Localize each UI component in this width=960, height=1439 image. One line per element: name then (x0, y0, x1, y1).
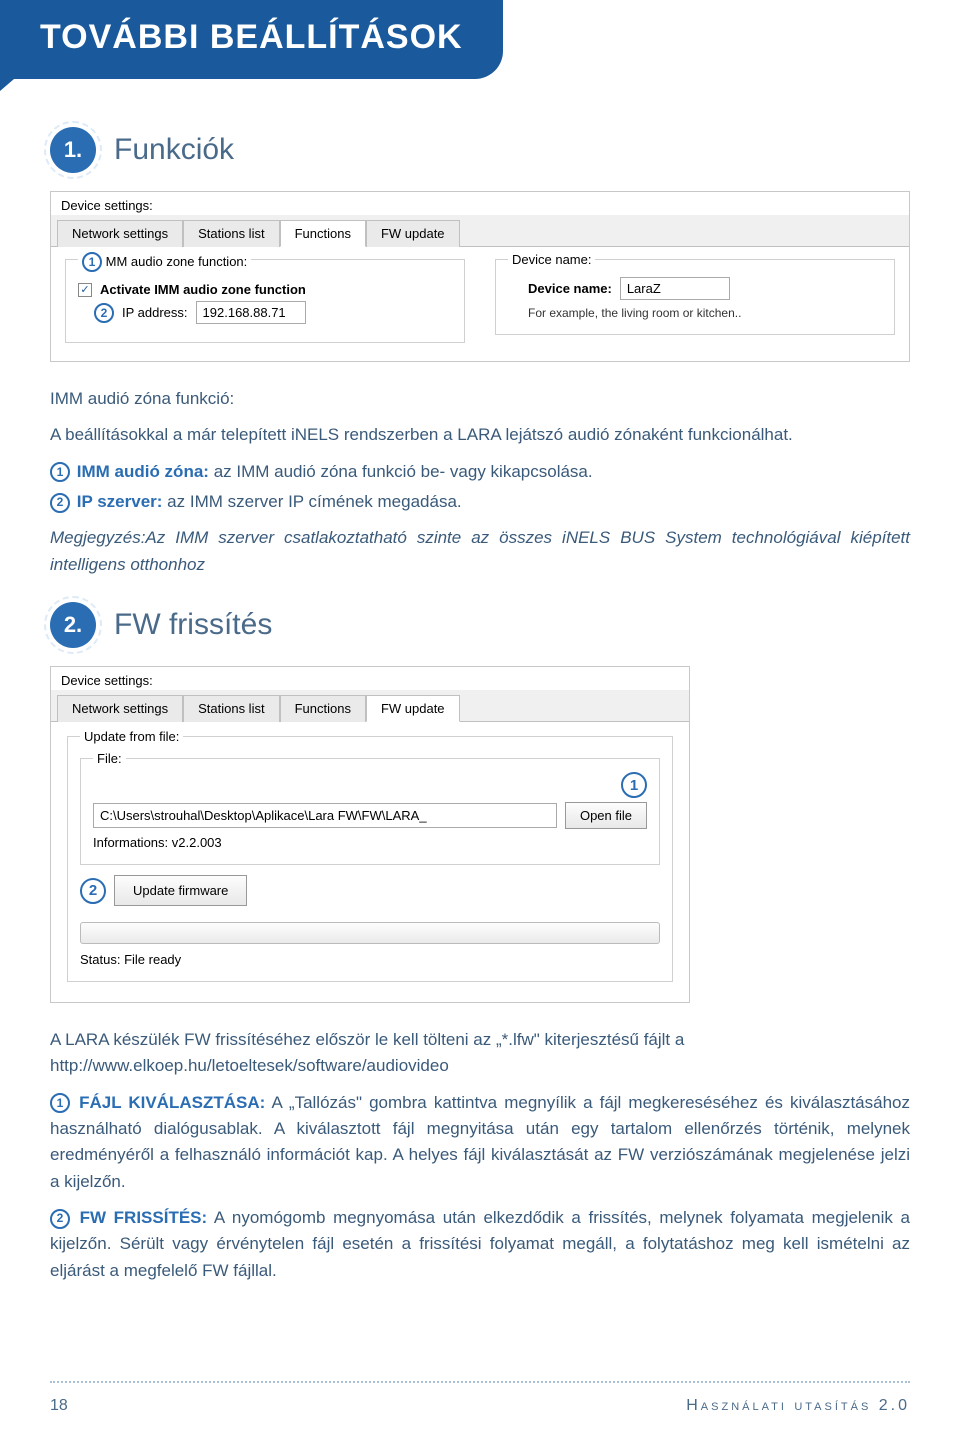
s2-m1: 1 FÁJL KIVÁLASZTÁSA: A „Tallózás" gombra… (50, 1090, 910, 1195)
tab2-network-settings[interactable]: Network settings (57, 695, 183, 722)
screenshot1: Device settings: Network settings Statio… (50, 191, 910, 362)
marker1-row: 1 (93, 772, 647, 798)
update-firmware-button[interactable]: Update firmware (114, 875, 247, 906)
s2-p1: A LARA készülék FW frissítéséhez először… (50, 1027, 910, 1080)
page-content: 1. Funkciók Device settings: Network set… (0, 79, 960, 1284)
device-name-hint: For example, the living room or kitchen.… (508, 306, 882, 320)
device-name-fieldset: Device name: Device name: LaraZ For exam… (495, 259, 895, 335)
s1-m2: 2 IP szerver: az IMM szerver IP címének … (50, 489, 910, 515)
tab2-stations-list[interactable]: Stations list (183, 695, 279, 722)
tab2-fw-update[interactable]: FW update (366, 695, 460, 722)
info-text: Informations: v2.2.003 (93, 835, 647, 850)
s1-m2-circle: 2 (50, 493, 70, 513)
section2-title-row: 2. FW frissítés (50, 602, 910, 648)
ss1-tabs: Network settings Stations list Functions… (51, 215, 909, 247)
file-path-input[interactable]: C:\Users\strouhal\Desktop\Aplikace\Lara … (93, 803, 557, 828)
s2-m1-circle: 1 (50, 1093, 70, 1113)
section1-title-row: 1. Funkciók (50, 127, 910, 173)
progress-bar (80, 922, 660, 944)
s1-note: Megjegyzés:Az IMM szerver csatlakoztatha… (50, 525, 910, 578)
ss1-left-col: 1 MM audio zone function: ✓ Activate IMM… (65, 259, 465, 343)
activate-label: Activate IMM audio zone function (100, 282, 306, 297)
s2-m2-circle: 2 (50, 1209, 70, 1229)
s1-m2-label: IP szerver: (77, 492, 163, 511)
device-name-input[interactable]: LaraZ (620, 277, 730, 300)
device-name-row: Device name: LaraZ (508, 277, 882, 300)
page-number: 18 (50, 1397, 68, 1415)
marker-2: 2 (94, 303, 114, 323)
ss2-tabs: Network settings Stations list Functions… (51, 690, 689, 722)
ss2-group-title: Device settings: (51, 667, 689, 690)
file-fieldset: File: 1 C:\Users\strouhal\Desktop\Aplika… (80, 758, 660, 865)
ss1-group-title: Device settings: (51, 192, 909, 215)
s2-m1-label: FÁJL KIVÁLASZTÁSA: (79, 1093, 265, 1112)
tab-functions[interactable]: Functions (280, 220, 366, 247)
mm-audio-legend: 1 MM audio zone function: (78, 252, 251, 272)
status-text: Status: File ready (80, 952, 660, 967)
section1-badge: 1. (50, 127, 96, 173)
s2-p1b: http://www.elkoep.hu/letoeltesek/softwar… (50, 1056, 449, 1075)
s1-m1: 1 IMM audió zóna: az IMM audió zóna funk… (50, 459, 910, 485)
ss2-marker-1: 1 (621, 772, 647, 798)
activate-row: ✓ Activate IMM audio zone function (78, 282, 452, 297)
marker-1: 1 (82, 252, 102, 272)
ss2-marker-2: 2 (80, 878, 106, 904)
open-file-button[interactable]: Open file (565, 802, 647, 829)
activate-checkbox[interactable]: ✓ (78, 283, 92, 297)
ss1-body: 1 MM audio zone function: ✓ Activate IMM… (51, 247, 909, 361)
file-legend: File: (93, 751, 126, 766)
s1-m1-text: az IMM audió zóna funkció be- vagy kikap… (214, 462, 593, 481)
device-name-legend: Device name: (508, 252, 595, 267)
section2-title: FW frissítés (114, 608, 272, 642)
update-btn-row: 2 Update firmware (80, 875, 660, 906)
ss2-body: Update from file: File: 1 C:\Users\strou… (51, 722, 689, 1002)
ip-label: IP address: (122, 305, 188, 320)
mm-audio-fieldset: 1 MM audio zone function: ✓ Activate IMM… (65, 259, 465, 343)
update-fieldset: Update from file: File: 1 C:\Users\strou… (67, 736, 673, 982)
s2-p1a: A LARA készülék FW frissítéséhez először… (50, 1030, 684, 1049)
s1-m1-circle: 1 (50, 462, 70, 482)
footer-title: Használati utasítás 2.0 (686, 1397, 910, 1415)
ip-row: 2 IP address: 192.168.88.71 (78, 301, 452, 324)
ip-input[interactable]: 192.168.88.71 (196, 301, 306, 324)
section1-title: Funkciók (114, 133, 234, 167)
s1-p1-h: IMM audió zóna funkció: (50, 386, 910, 412)
mm-audio-legend-text: MM audio zone function: (106, 254, 248, 269)
screenshot2: Device settings: Network settings Statio… (50, 666, 690, 1003)
ss1-right-col: Device name: Device name: LaraZ For exam… (495, 259, 895, 343)
tab-network-settings[interactable]: Network settings (57, 220, 183, 247)
s1-m2-text: az IMM szerver IP címének megadása. (167, 492, 461, 511)
tab-fw-update[interactable]: FW update (366, 220, 460, 247)
s2-m2-label: FW FRISSÍTÉS: (80, 1208, 208, 1227)
page-footer: 18 Használati utasítás 2.0 (0, 1397, 960, 1415)
tab2-functions[interactable]: Functions (280, 695, 366, 722)
section2-desc: A LARA készülék FW frissítéséhez először… (50, 1027, 910, 1284)
footer-divider (50, 1381, 910, 1383)
section1-desc: IMM audió zóna funkció: A beállításokkal… (50, 386, 910, 578)
s2-m2: 2 FW FRISSÍTÉS: A nyomógomb megnyomása u… (50, 1205, 910, 1284)
page-header: TOVÁBBI BEÁLLÍTÁSOK (0, 0, 503, 79)
device-name-label: Device name: (528, 281, 612, 296)
s1-m1-label: IMM audió zóna: (77, 462, 209, 481)
section2-badge: 2. (50, 602, 96, 648)
file-path-row: C:\Users\strouhal\Desktop\Aplikace\Lara … (93, 802, 647, 829)
update-legend: Update from file: (80, 729, 183, 744)
s1-p1: A beállításokkal a már telepített iNELS … (50, 422, 910, 448)
tab-stations-list[interactable]: Stations list (183, 220, 279, 247)
